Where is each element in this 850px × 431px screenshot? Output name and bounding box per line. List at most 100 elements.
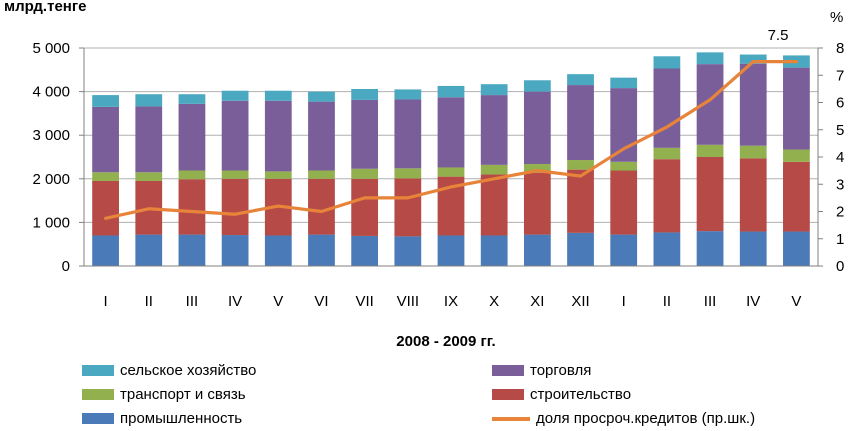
bar-segment: [394, 178, 422, 237]
y2-tick-label: 5: [836, 122, 844, 139]
legend-swatch: [82, 365, 114, 376]
bar-segment: [480, 84, 508, 96]
bar-segment: [394, 89, 422, 100]
y2-tick-label: 2: [836, 204, 844, 221]
bar-segment: [308, 178, 335, 235]
bar-segment: [567, 232, 594, 266]
y-tick-label: 4 000: [32, 84, 70, 101]
bar-segment: [135, 234, 163, 266]
y2-tick-label: 4: [836, 149, 844, 166]
bar-segment: [92, 180, 119, 236]
x-tick-label: XI: [530, 293, 544, 310]
x-tick-label: IX: [444, 293, 458, 310]
bar-segment: [739, 63, 767, 146]
bar-segment: [610, 77, 638, 89]
bar-segment: [610, 234, 638, 266]
bar-segment: [653, 159, 681, 233]
legend-item-transport: транспорт и связь: [82, 386, 246, 403]
bar-segment: [221, 170, 249, 179]
bar-segment: [351, 178, 379, 236]
y2-tick-label: 8: [836, 40, 844, 57]
overdue-share-line: [103, 60, 799, 220]
bar-segment: [567, 160, 594, 170]
bar-segment: [437, 167, 465, 177]
legend-label: торговля: [530, 362, 592, 379]
bar-segment: [653, 232, 681, 266]
bar-segment: [653, 147, 681, 160]
bar-segment: [610, 88, 638, 162]
legend-item-industry: промышленность: [82, 410, 242, 427]
bar-segment: [696, 52, 724, 65]
bar-segment: [653, 56, 681, 69]
y2-tick-label: 7: [836, 67, 844, 84]
bar-segment: [739, 145, 767, 159]
legend: сельское хозяйство торговля транспорт и …: [0, 355, 850, 431]
legend-label: строительство: [530, 386, 632, 403]
bar-segment: [783, 161, 810, 232]
bar-segment: [351, 99, 379, 169]
legend-swatch: [492, 365, 524, 376]
legend-item-overdue-share: доля просроч.кредитов (пр.шк.): [492, 410, 755, 427]
left-axis-unit: млрд.тенге: [4, 0, 86, 15]
y-tick-label: 3 000: [32, 127, 70, 144]
x-tick-label: X: [489, 293, 499, 310]
x-tick-label: VII: [355, 293, 373, 310]
x-tick-label: III: [186, 293, 199, 310]
bar-segment: [264, 235, 292, 266]
y-tick-label: 5 000: [32, 40, 70, 57]
legend-label: транспорт и связь: [120, 386, 246, 403]
legend-label: сельское хозяйство: [120, 362, 257, 379]
bar-segment: [221, 90, 249, 101]
bar-segment: [221, 100, 249, 171]
bar-segment: [480, 95, 508, 165]
y2-tick-label: 6: [836, 95, 844, 112]
bar-segment: [610, 170, 638, 235]
bar-segment: [523, 234, 551, 266]
bar-segment: [221, 235, 249, 266]
bar-segment: [351, 235, 379, 266]
bar-segment: [135, 106, 163, 173]
bar-segment: [480, 164, 508, 175]
bar-segment: [351, 168, 379, 179]
bar-segment: [567, 169, 594, 233]
legend-item-agriculture: сельское хозяйство: [82, 362, 256, 379]
bar-segment: [308, 91, 335, 102]
bar-segment: [523, 80, 551, 92]
legend-swatch: [492, 389, 524, 400]
bar-segment: [264, 100, 292, 172]
bar-segment: [394, 236, 422, 266]
bar-segment: [135, 94, 163, 107]
bar-segment: [523, 172, 551, 235]
y-tick-label: 2 000: [32, 171, 70, 188]
x-tick-label: I: [622, 293, 626, 310]
x-tick-label: V: [273, 293, 283, 310]
x-tick-label: II: [663, 293, 671, 310]
y2-tick-label: 0: [836, 258, 844, 275]
x-tick-label: III: [704, 293, 717, 310]
bar-segment: [783, 231, 810, 266]
bar-segment: [178, 103, 206, 171]
bar-segment: [783, 149, 810, 162]
bar-segment: [437, 97, 465, 168]
bar-segment: [394, 168, 422, 179]
bar-segment: [523, 163, 551, 173]
bar-segment: [92, 95, 119, 107]
legend-label: доля просроч.кредитов (пр.шк.): [536, 410, 756, 427]
x-tick-label: II: [145, 293, 153, 310]
bar-segment: [610, 161, 638, 171]
x-tick-label: IV: [228, 293, 242, 310]
bar-segment: [523, 91, 551, 164]
bar-segment: [92, 235, 119, 266]
legend-item-trade: торговля: [492, 362, 591, 379]
bar-segment: [394, 99, 422, 169]
bar-segment: [178, 179, 206, 235]
bar-segment: [739, 158, 767, 232]
x-axis-title: 2008 - 2009 гг.: [396, 333, 495, 350]
bar-segment: [739, 54, 767, 64]
y2-tick-label: 1: [836, 231, 844, 248]
bar-segment: [480, 174, 508, 236]
bar-segment: [437, 235, 465, 266]
bar-segment: [178, 94, 206, 104]
